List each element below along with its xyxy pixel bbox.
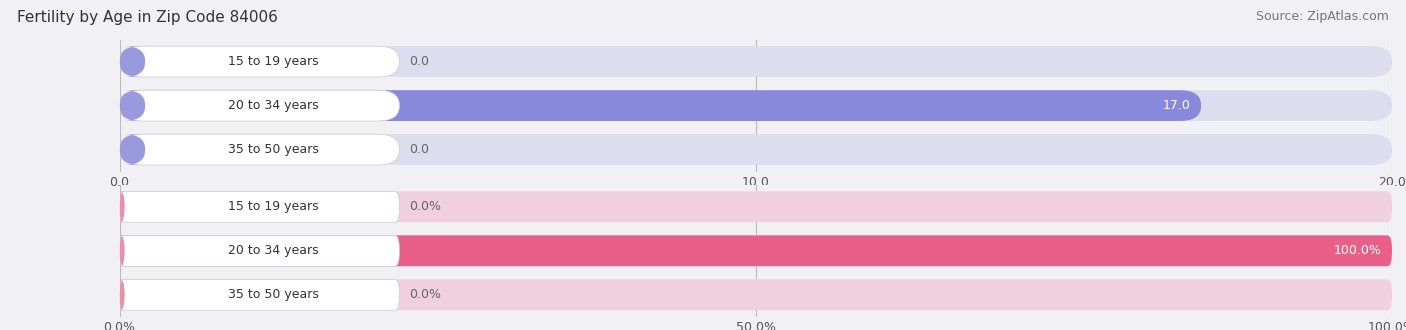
Text: Source: ZipAtlas.com: Source: ZipAtlas.com bbox=[1256, 10, 1389, 23]
FancyBboxPatch shape bbox=[120, 90, 1201, 121]
FancyBboxPatch shape bbox=[120, 280, 125, 310]
FancyBboxPatch shape bbox=[120, 191, 399, 222]
FancyBboxPatch shape bbox=[120, 280, 399, 310]
Text: Fertility by Age in Zip Code 84006: Fertility by Age in Zip Code 84006 bbox=[17, 10, 278, 25]
FancyBboxPatch shape bbox=[120, 46, 399, 77]
FancyBboxPatch shape bbox=[120, 280, 1392, 310]
FancyBboxPatch shape bbox=[120, 90, 1392, 121]
Text: 0.0%: 0.0% bbox=[409, 288, 441, 301]
FancyBboxPatch shape bbox=[120, 90, 399, 121]
Text: 15 to 19 years: 15 to 19 years bbox=[228, 200, 319, 213]
Text: 0.0: 0.0 bbox=[409, 143, 430, 156]
Text: 17.0: 17.0 bbox=[1163, 99, 1191, 112]
FancyBboxPatch shape bbox=[120, 90, 145, 121]
FancyBboxPatch shape bbox=[120, 235, 399, 266]
Text: 0.0%: 0.0% bbox=[409, 200, 441, 213]
Text: 35 to 50 years: 35 to 50 years bbox=[228, 288, 319, 301]
FancyBboxPatch shape bbox=[120, 134, 399, 165]
Text: 20 to 34 years: 20 to 34 years bbox=[228, 244, 319, 257]
FancyBboxPatch shape bbox=[120, 191, 1392, 222]
FancyBboxPatch shape bbox=[120, 134, 145, 165]
Text: 35 to 50 years: 35 to 50 years bbox=[228, 143, 319, 156]
FancyBboxPatch shape bbox=[120, 235, 1392, 266]
Text: 20 to 34 years: 20 to 34 years bbox=[228, 99, 319, 112]
Text: 0.0: 0.0 bbox=[409, 55, 430, 68]
FancyBboxPatch shape bbox=[120, 235, 125, 266]
FancyBboxPatch shape bbox=[120, 134, 1392, 165]
FancyBboxPatch shape bbox=[120, 46, 1392, 77]
Text: 100.0%: 100.0% bbox=[1334, 244, 1382, 257]
Text: 15 to 19 years: 15 to 19 years bbox=[228, 55, 319, 68]
FancyBboxPatch shape bbox=[120, 191, 125, 222]
FancyBboxPatch shape bbox=[120, 235, 1392, 266]
FancyBboxPatch shape bbox=[120, 46, 145, 77]
